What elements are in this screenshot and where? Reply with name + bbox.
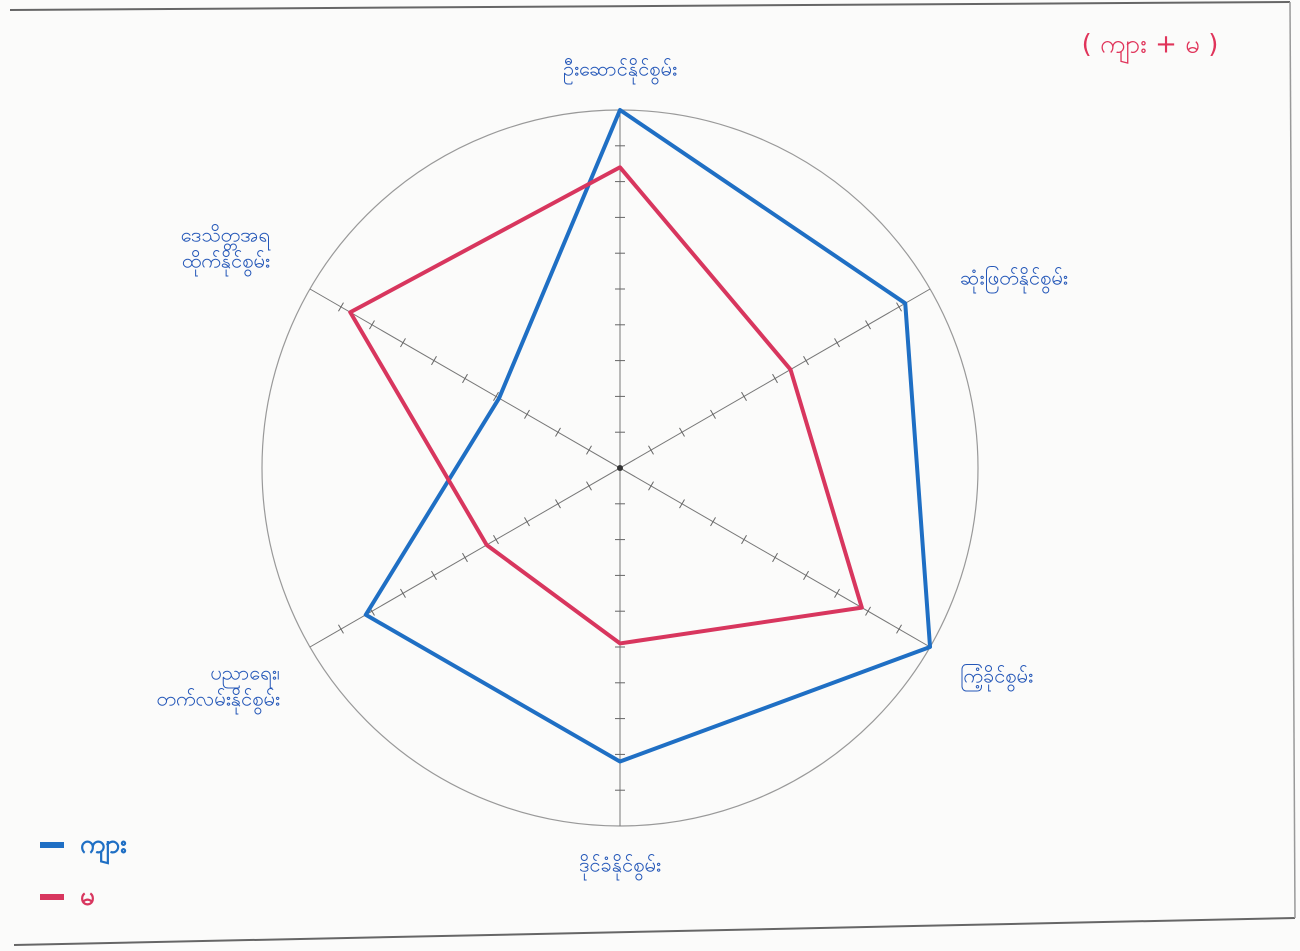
axis-label: ထိုက်နိုင်စွမ်း bbox=[182, 249, 270, 277]
chart-title: ( ကျား + မ ) bbox=[1082, 30, 1219, 65]
axis-label: ဆုံးဖြတ်နိုင်စွမ်း bbox=[960, 266, 1068, 294]
axis-label: ဦးဆောင်နိုင်စွမ်း bbox=[563, 57, 677, 85]
page: ( ကျား + မ ) ဦးဆောင်နိုင်စွမ်းဆုံးဖြတ်နိ… bbox=[0, 0, 1300, 951]
axis-label: ပညာရေး၊ bbox=[210, 661, 280, 689]
axis-label: ဒေသိတ္တအရ bbox=[181, 223, 271, 251]
axis-label: ကြံ့ခိုင်စွမ်း bbox=[960, 664, 1033, 692]
legend-label: မ bbox=[80, 882, 95, 912]
paper bbox=[0, 0, 1300, 951]
axis-label: တက်လမ်းနိုင်စွမ်း bbox=[156, 687, 279, 715]
center-dot bbox=[617, 465, 623, 471]
chart: ( ကျား + မ ) ဦးဆောင်နိုင်စွမ်းဆုံးဖြတ်နိ… bbox=[0, 0, 1300, 951]
axis-label: ဒိုင်ခံနိုင်စွမ်း bbox=[579, 853, 661, 881]
